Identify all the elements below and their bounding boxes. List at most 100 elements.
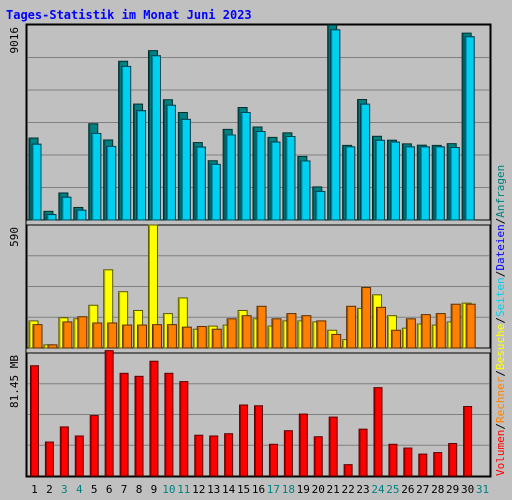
bar-volume-volumen-17 — [268, 443, 278, 477]
x-tick-label: 14 — [222, 483, 236, 496]
bar-volume-volumen-19 — [298, 413, 308, 477]
bar-visits-rechner-6 — [107, 322, 118, 349]
bar-visits-rechner-23 — [361, 287, 372, 349]
bar-volume-volumen-27 — [418, 453, 428, 477]
bar-hits-seiten-18 — [285, 136, 296, 221]
x-tick-label: 29 — [446, 483, 459, 496]
legend: Volumen/Rechner/Besuche/Seiten/Dateien/A… — [494, 165, 507, 476]
x-tick-label: 25 — [386, 483, 399, 496]
x-tick-label: 7 — [121, 483, 128, 496]
bar-visits-rechner-17 — [271, 318, 282, 349]
x-tick-label: 21 — [327, 483, 340, 496]
bar-hits-seiten-28 — [434, 146, 445, 221]
bar-volume-volumen-29 — [448, 443, 458, 477]
x-tick-label: 13 — [207, 483, 220, 496]
bar-visits-rechner-27 — [420, 314, 431, 349]
bar-visits-rechner-21 — [331, 333, 342, 349]
x-tick-label: 18 — [282, 483, 295, 496]
bar-volume-volumen-7 — [119, 372, 129, 477]
bar-visits-rechner-15 — [241, 315, 252, 349]
x-tick-label: 9 — [151, 483, 158, 496]
bar-volume-volumen-4 — [74, 435, 84, 477]
bar-visits-rechner-25 — [390, 329, 401, 349]
x-tick-label: 31 — [476, 483, 489, 496]
bar-hits-seiten-21 — [330, 29, 341, 221]
bar-visits-rechner-20 — [316, 320, 327, 349]
x-tick-label: 16 — [252, 483, 265, 496]
bar-volume-volumen-6 — [104, 350, 114, 477]
legend-besuche: Besuche — [494, 324, 507, 370]
bar-hits-seiten-15 — [240, 112, 251, 221]
legend-volumen: Volumen — [494, 430, 507, 476]
bar-hits-seiten-5 — [91, 132, 102, 221]
bar-hits-seiten-29 — [449, 147, 460, 221]
y-max-label-visits: 590 — [8, 227, 21, 247]
bar-hits-seiten-23 — [360, 103, 371, 221]
x-tick-label: 2 — [46, 483, 53, 496]
x-tick-label: 8 — [136, 483, 143, 496]
bar-volume-volumen-14 — [224, 433, 234, 477]
bar-volume-volumen-13 — [209, 435, 219, 477]
bar-visits-rechner-18 — [286, 313, 297, 349]
x-tick-label: 11 — [177, 483, 190, 496]
bar-hits-seiten-27 — [419, 146, 430, 221]
x-tick-label: 17 — [267, 483, 280, 496]
bar-hits-seiten-6 — [106, 145, 117, 221]
bar-visits-rechner-2 — [47, 344, 58, 349]
bar-volume-volumen-28 — [433, 452, 443, 477]
bar-visits-rechner-29 — [450, 303, 461, 349]
bar-visits-rechner-14 — [226, 318, 237, 349]
x-tick-label: 23 — [356, 483, 369, 496]
bar-hits-seiten-11 — [180, 118, 191, 221]
x-tick-label: 1 — [31, 483, 38, 496]
bar-hits-seiten-25 — [389, 141, 400, 221]
x-tick-label: 27 — [416, 483, 429, 496]
bar-visits-rechner-28 — [435, 313, 446, 349]
plot-frame — [25, 23, 492, 478]
bar-hits-seiten-10 — [165, 104, 176, 221]
x-tick-label: 6 — [106, 483, 113, 496]
legend-dateien: Dateien — [494, 224, 507, 270]
y-max-label-volume: 81.45 MB — [8, 355, 21, 408]
bar-visits-rechner-3 — [62, 321, 73, 349]
bar-visits-rechner-24 — [376, 306, 387, 349]
x-tick-label: 24 — [371, 483, 385, 496]
x-tick-label: 20 — [312, 483, 325, 496]
bar-visits-rechner-5 — [92, 322, 103, 349]
bar-volume-volumen-8 — [134, 375, 144, 477]
x-tick-label: 4 — [76, 483, 83, 496]
bar-visits-rechner-10 — [166, 324, 177, 349]
x-tick-label: 22 — [341, 483, 354, 496]
x-tick-label: 10 — [162, 483, 175, 496]
bar-volume-volumen-21 — [328, 416, 338, 477]
bar-visits-rechner-7 — [122, 324, 133, 349]
bar-hits-seiten-26 — [404, 146, 415, 221]
x-tick-label: 26 — [401, 483, 414, 496]
bar-volume-volumen-12 — [194, 434, 204, 477]
bar-hits-seiten-14 — [225, 134, 236, 221]
bar-hits-seiten-16 — [255, 131, 266, 221]
bar-visits-rechner-22 — [346, 305, 357, 349]
bar-volume-volumen-5 — [89, 415, 99, 477]
bar-hits-seiten-24 — [375, 139, 386, 221]
bar-visits-rechner-11 — [181, 326, 192, 349]
bar-volume-volumen-15 — [239, 404, 249, 477]
bar-hits-seiten-3 — [61, 196, 72, 221]
x-tick-label: 28 — [431, 483, 444, 496]
bar-hits-seiten-22 — [345, 146, 356, 221]
legend-separator: / — [494, 423, 507, 430]
bar-visits-rechner-8 — [137, 324, 148, 349]
bar-hits-seiten-13 — [210, 163, 221, 221]
bar-hits-seiten-8 — [136, 110, 147, 221]
bar-volume-volumen-3 — [59, 426, 69, 477]
bar-hits-seiten-17 — [270, 141, 281, 221]
legend-separator: / — [494, 218, 507, 225]
bar-hits-seiten-20 — [315, 190, 326, 221]
bar-hits-seiten-12 — [195, 146, 206, 221]
bar-visits-rechner-4 — [77, 316, 88, 349]
bar-volume-volumen-23 — [358, 428, 368, 477]
bar-visits-rechner-1 — [32, 324, 43, 349]
legend-separator: / — [494, 271, 507, 278]
bar-volume-volumen-9 — [149, 360, 159, 477]
